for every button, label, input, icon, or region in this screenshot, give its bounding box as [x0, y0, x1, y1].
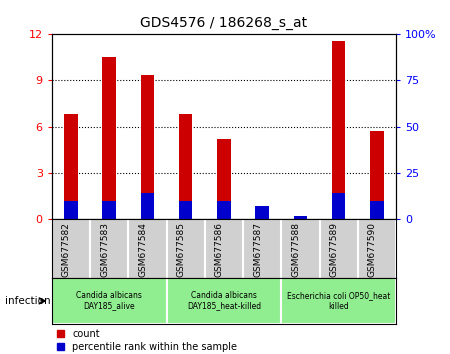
Bar: [52, 278, 166, 324]
Text: GSM677585: GSM677585: [176, 222, 185, 278]
Legend: count, percentile rank within the sample: count, percentile rank within the sample: [57, 329, 237, 352]
Text: GSM677590: GSM677590: [368, 222, 377, 278]
Bar: [64, 114, 77, 219]
Text: Escherichia coli OP50_heat
killed: Escherichia coli OP50_heat killed: [287, 291, 390, 310]
Bar: [103, 201, 116, 219]
Bar: [64, 201, 77, 219]
Bar: [103, 57, 116, 219]
Bar: [217, 139, 230, 219]
Text: GSM677584: GSM677584: [139, 222, 148, 277]
Text: GSM677589: GSM677589: [329, 222, 338, 278]
Bar: [256, 210, 269, 219]
Bar: [281, 278, 396, 324]
Text: GSM677587: GSM677587: [253, 222, 262, 278]
Bar: [332, 193, 345, 219]
Text: GSM677583: GSM677583: [100, 222, 109, 278]
Text: Candida albicans
DAY185_heat-killed: Candida albicans DAY185_heat-killed: [187, 291, 261, 310]
Bar: [370, 131, 383, 219]
Bar: [166, 278, 281, 324]
Text: GSM677582: GSM677582: [62, 222, 71, 277]
Bar: [141, 75, 154, 219]
Bar: [256, 206, 269, 219]
Text: GSM677586: GSM677586: [215, 222, 224, 278]
Text: Candida albicans
DAY185_alive: Candida albicans DAY185_alive: [76, 291, 142, 310]
Text: infection: infection: [4, 296, 50, 306]
Bar: [217, 201, 230, 219]
Text: GSM677588: GSM677588: [292, 222, 301, 278]
Bar: [141, 193, 154, 219]
Bar: [179, 114, 192, 219]
Title: GDS4576 / 186268_s_at: GDS4576 / 186268_s_at: [140, 16, 307, 30]
Bar: [179, 201, 192, 219]
Bar: [370, 201, 383, 219]
Bar: [332, 41, 345, 219]
Bar: [294, 216, 307, 219]
